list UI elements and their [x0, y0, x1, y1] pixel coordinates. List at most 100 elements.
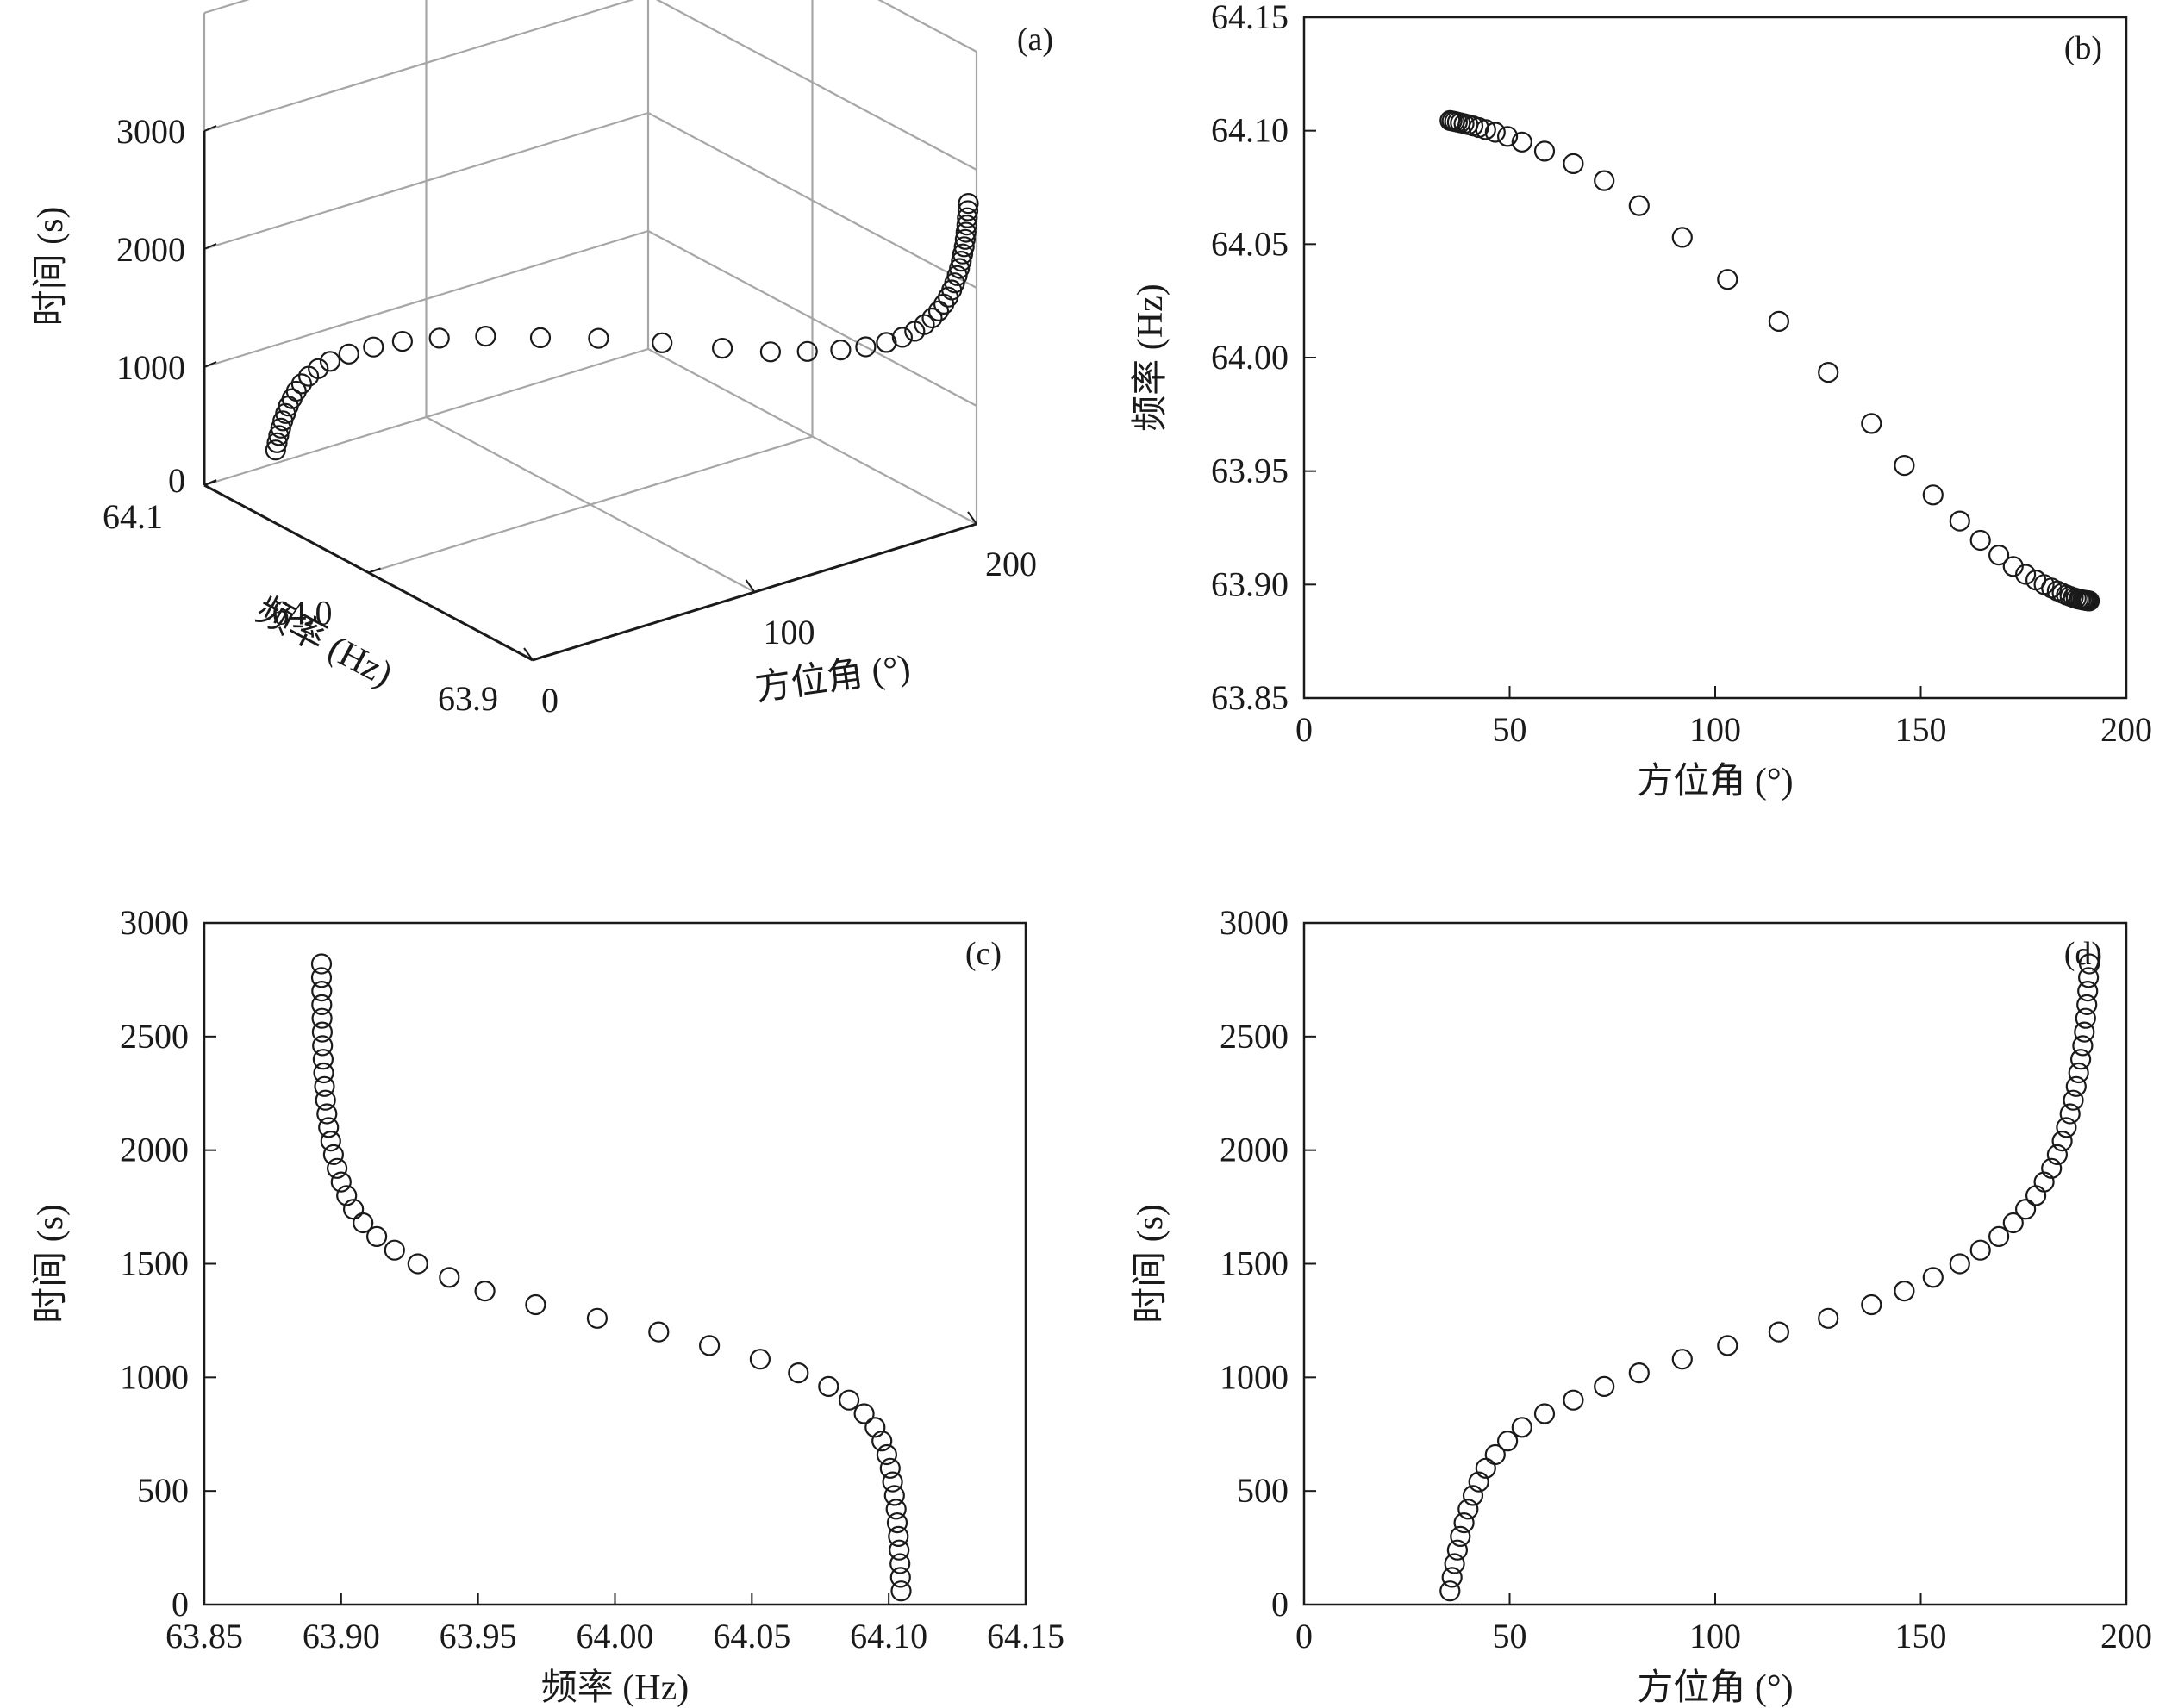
panel-c-data-point: [312, 1035, 334, 1057]
panel-a-frequency-tick: [368, 567, 381, 574]
panel-c-data-point: [318, 1117, 340, 1138]
panel-c-y-tick-label: 3000: [120, 903, 189, 942]
panel-a-data-point: [955, 221, 977, 243]
panel-d-data-point: [2065, 1075, 2087, 1097]
panel-a-azimuth-tick-label: 0: [541, 681, 559, 720]
panel-d-data-point: [2025, 1185, 2047, 1206]
panel-b-data-point: [1533, 140, 1556, 162]
panel-c-data-point: [310, 967, 333, 988]
panel-d-data-point: [1861, 1293, 1882, 1316]
panel-c-data-point: [889, 1539, 910, 1561]
panel-c-data-point: [384, 1239, 405, 1261]
panel-b-data-point: [1496, 126, 1519, 147]
panel-d-y-axis-title: 时间 (s): [1131, 1204, 1170, 1324]
panel-d-data-point: [2059, 1103, 2081, 1125]
panel-d-data-point: [1446, 1539, 1469, 1561]
panel-d-data-point: [1628, 1362, 1650, 1384]
panel-b-y-tick-label: 63.90: [1211, 564, 1289, 603]
panel-b-x-tick-label: 100: [1689, 710, 1741, 749]
panel-d-y-tick-label: 500: [1237, 1471, 1289, 1510]
panel-c-x-tick-label: 64.10: [850, 1617, 927, 1655]
panel-d-data-point: [1533, 1403, 1556, 1424]
panel-c-y-tick-label: 0: [172, 1585, 189, 1624]
panel-c-y-tick-label: 500: [137, 1471, 189, 1510]
panel-d-data-point: [1768, 1321, 1789, 1343]
panel-c-data-point: [313, 1062, 334, 1084]
panel-d-y-tick-label: 1500: [1220, 1244, 1289, 1283]
panel-a-azimuth-tick-label: 100: [764, 613, 815, 651]
panel-c-data-point: [327, 1157, 348, 1179]
panel-a-gridline: [647, 112, 977, 289]
panel-c-data-point: [586, 1307, 609, 1329]
panel-d-data-point: [1594, 1375, 1615, 1398]
panel-a-data-point: [363, 336, 384, 358]
panel-a-data-point: [391, 331, 413, 352]
panel-a-time-tick-label: 1000: [116, 348, 185, 387]
panel-a-data-point: [954, 228, 977, 250]
panel-c-data-point: [310, 953, 333, 975]
panel-a-panel-label: (a): [1017, 22, 1053, 58]
panel-c-data-point: [311, 980, 333, 1002]
panel-a-floor-gridline: [368, 435, 813, 574]
panel-d-data-point: [1988, 1225, 2010, 1248]
panel-b-x-axis-title: 方位角 (°): [1637, 761, 1793, 801]
panel-a-time-tick-label: 2000: [116, 230, 185, 269]
panel-a-data-point: [711, 338, 733, 359]
panel-d-data-point: [2068, 1062, 2089, 1084]
panel-c-data-point: [648, 1321, 670, 1343]
panel-a-data-point: [958, 193, 979, 215]
panel-b-y-tick-label: 63.85: [1211, 678, 1289, 717]
panel-b-y-tick-label: 64.05: [1211, 224, 1289, 263]
panel-a-gridline: [203, 229, 649, 369]
panel-d-x-axis-title: 方位角 (°): [1637, 1667, 1793, 1708]
panel-d-data-point: [1462, 1485, 1484, 1506]
panel-c-y-tick-label: 2500: [120, 1017, 189, 1056]
panel-a-frequency-tick: [203, 480, 217, 486]
panel-b-data-point: [1475, 119, 1496, 140]
panel-a-frequency-tick: [532, 655, 546, 661]
panel-b-x-tick-label: 200: [2100, 710, 2152, 749]
panel-a-gridline: [877, 0, 977, 53]
panel-d-y-tick-label: 0: [1271, 1585, 1289, 1624]
panel-d-data-point: [1453, 1512, 1475, 1534]
panel-d-data-point: [2041, 1157, 2063, 1179]
panel-a-data-point: [876, 332, 897, 353]
panel-d-x-tick-label: 50: [1493, 1617, 1527, 1655]
panel-d-data-point: [1450, 1525, 1471, 1548]
panel-c-data-point: [889, 1553, 911, 1574]
panel-c-data-point: [882, 1471, 903, 1493]
panel-a-data-point: [265, 439, 286, 461]
panel-d-data-point: [2046, 1144, 2068, 1166]
panel-c-data-point: [439, 1267, 460, 1288]
panel-d-data-point: [2051, 1130, 2073, 1152]
panel-a-data-point: [956, 215, 977, 236]
panel-c-data-point: [853, 1403, 875, 1424]
panel-b-y-tick-label: 64.10: [1211, 111, 1289, 150]
panel-d-data-point: [1717, 1335, 1738, 1356]
panel-b-data-point: [2079, 590, 2100, 612]
panel-a-azimuth-tick: [967, 511, 977, 525]
panel-a-frequency-tick-label: 63.9: [438, 679, 498, 718]
panel-a-data-point: [285, 380, 307, 402]
panel-a-data-point: [953, 236, 975, 258]
panel-d-data-point: [2079, 953, 2100, 975]
panel-d-data-point: [2070, 1049, 2092, 1070]
panel-a-data-point: [475, 326, 496, 347]
panel-c-y-tick-label: 1000: [120, 1357, 189, 1396]
panel-c-data-point: [316, 1103, 338, 1125]
panel-d-data-point: [2074, 1021, 2095, 1043]
panel-b-data-point: [1969, 529, 1991, 552]
panel-a-gridline: [203, 111, 649, 251]
panel-c-data-point: [320, 1130, 341, 1152]
panel-a-data-point: [855, 336, 877, 358]
panel-c-y-tick-label: 1500: [120, 1244, 189, 1283]
panel-d-data-point: [1818, 1307, 1839, 1329]
panel-a-gridline: [655, 0, 977, 171]
panel-c-x-tick-label: 64.05: [713, 1617, 790, 1655]
panel-d-data-point: [1457, 1499, 1479, 1520]
panel-d-data-point: [1922, 1267, 1944, 1288]
panel-a-data-point: [308, 358, 329, 379]
panel-c-data-point: [474, 1280, 496, 1302]
panel-c-data-point: [366, 1225, 388, 1248]
